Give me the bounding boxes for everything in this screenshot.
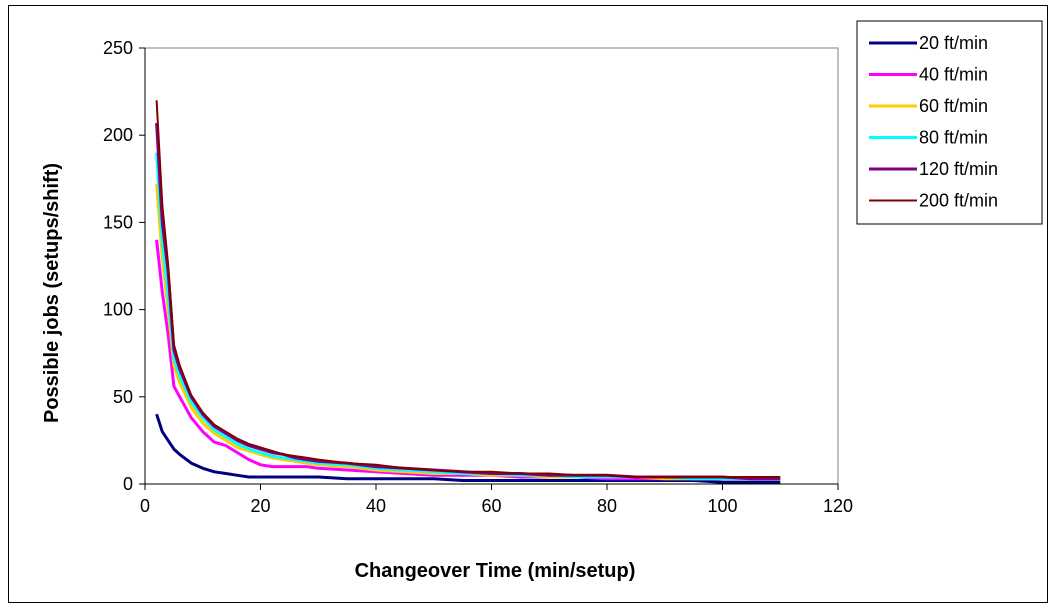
x-axis-title: Changeover Time (min/setup) (355, 560, 636, 582)
legend-label-5: 120 ft/min (919, 159, 998, 179)
x-tick-label: 0 (140, 496, 150, 516)
plot-area (144, 47, 839, 485)
x-tick-label: 80 (597, 496, 617, 516)
legend-box (856, 20, 1043, 225)
y-tick-label: 250 (103, 38, 133, 58)
x-tick-label: 20 (250, 496, 270, 516)
x-tick-label: 40 (366, 496, 386, 516)
legend-label-6: 200 ft/min (919, 191, 998, 211)
series-line-2 (155, 239, 781, 481)
y-tick-label: 150 (103, 212, 133, 232)
x-tick-label: 100 (707, 496, 737, 516)
x-tick-label: 60 (481, 496, 501, 516)
series-line-6 (155, 100, 781, 478)
legend-label-2: 40 ft/min (919, 65, 988, 85)
legend-label-3: 60 ft/min (919, 96, 988, 116)
plot-background (144, 47, 839, 485)
series-layer (155, 100, 781, 484)
legend-label-4: 80 ft/min (919, 128, 988, 148)
chart-frame: 0 50 100 150 200 250 0 20 40 60 80 100 120 20 ft/min… (8, 5, 1048, 603)
legend-label-1: 20 ft/min (919, 33, 988, 53)
series-line-1 (155, 413, 781, 484)
line-chart: 0 50 100 150 200 250 0 20 40 60 80 100 120 20 ft/min… (41, 20, 1043, 582)
y-tick-label: 100 (103, 300, 133, 320)
y-axis-title: Possible jobs (setups/shift) (41, 163, 63, 423)
y-tick-label: 200 (103, 125, 133, 145)
y-tick-label: 50 (113, 387, 133, 407)
y-tick-label: 0 (123, 474, 133, 494)
axes-layer: 0 50 100 150 200 250 0 20 40 60 80 100 120 (103, 38, 853, 516)
x-tick-label: 120 (823, 496, 853, 516)
legend: 20 ft/min 40 ft/min 60 ft/min 80 ft/min 120 … (856, 20, 1043, 225)
